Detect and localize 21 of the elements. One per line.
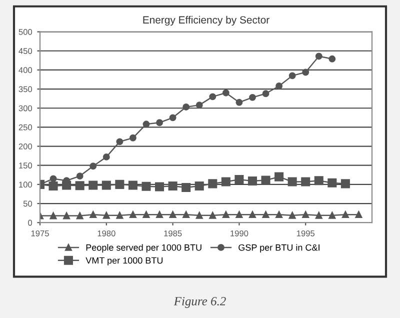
y-tick-label: 450 [18, 48, 32, 54]
chart-title: Energy Efficiency by Sector [143, 16, 270, 26]
y-tick-label: 250 [18, 124, 32, 130]
caption: Figure 6.2 [174, 297, 226, 308]
y-tick-label: 0 [28, 220, 32, 226]
y-tick-label: 200 [18, 143, 32, 150]
y-tick-label: 50 [23, 200, 32, 207]
y-tick-label: 500 [18, 29, 32, 35]
y-tick-label: 150 [19, 162, 32, 168]
legend-label: People served per 1000 BTU [86, 244, 202, 252]
y-tick-label: 100 [19, 182, 32, 188]
legend-label: GSP per BTU in C&I [238, 244, 320, 252]
y-tick-label: 300 [18, 105, 32, 112]
y-tick-label: 400 [18, 67, 32, 74]
legend-label: VMT per 1000 BTU [86, 257, 163, 266]
x-tick-label: 1975 [31, 230, 49, 236]
x-tick-label: 1995 [296, 230, 315, 236]
x-tick-label: 1980 [98, 230, 116, 236]
x-tick-label: 1985 [164, 230, 182, 236]
y-tick-label: 350 [18, 86, 32, 92]
x-tick-label: 1990 [230, 230, 248, 236]
